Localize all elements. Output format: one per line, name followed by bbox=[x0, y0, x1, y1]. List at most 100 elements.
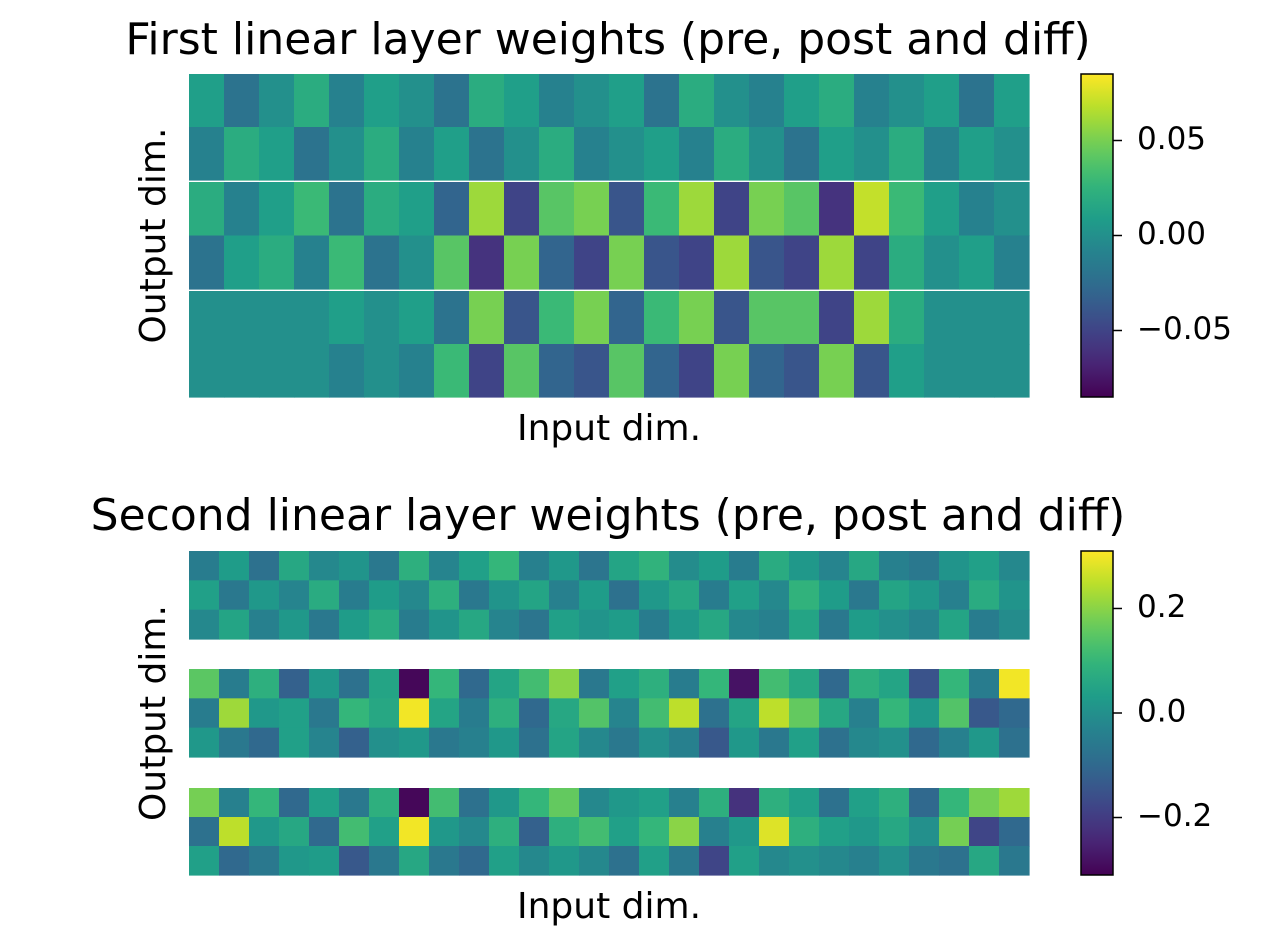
heatmap-cell bbox=[399, 788, 430, 818]
heatmap-cell bbox=[469, 291, 505, 345]
heatmap-cell bbox=[309, 698, 340, 729]
heatmap-cell bbox=[504, 127, 540, 181]
heatmap-cell bbox=[609, 291, 645, 345]
heatmap-cell bbox=[574, 182, 610, 237]
heatmap-cell bbox=[279, 788, 310, 818]
heatmap-cell bbox=[489, 727, 520, 758]
heatmap-cell bbox=[999, 846, 1030, 876]
heatmap-cell bbox=[399, 74, 435, 128]
heatmap-cell bbox=[309, 609, 340, 640]
heatmap-cell bbox=[519, 698, 550, 729]
x-axis-label: Input dim. bbox=[517, 408, 701, 449]
heatmap-cell bbox=[309, 551, 340, 581]
heatmap-cell bbox=[879, 817, 910, 847]
heatmap-cell bbox=[819, 788, 850, 818]
heatmap-cell bbox=[219, 788, 250, 818]
heatmap-cell bbox=[699, 580, 730, 611]
heatmap-cell bbox=[999, 580, 1030, 611]
heatmap-cell bbox=[924, 74, 960, 128]
heatmap-cell bbox=[489, 846, 520, 876]
heatmap-cell bbox=[249, 727, 280, 758]
heatmap-cell bbox=[339, 846, 370, 876]
heatmap-cell bbox=[669, 669, 700, 699]
chart-title: Second linear layer weights (pre, post a… bbox=[91, 490, 1126, 541]
heatmap-cell bbox=[999, 698, 1030, 729]
heatmap-cell bbox=[504, 344, 540, 398]
heatmap-cell bbox=[789, 580, 820, 611]
heatmap-cell bbox=[219, 846, 250, 876]
heatmap-cell bbox=[909, 669, 940, 699]
heatmap-cell bbox=[399, 291, 435, 345]
heatmap-cell bbox=[879, 788, 910, 818]
heatmap-cell bbox=[369, 609, 400, 640]
heatmap-cell bbox=[879, 609, 910, 640]
heatmap-cell bbox=[399, 127, 435, 181]
heatmap-cell bbox=[909, 788, 940, 818]
heatmap-cell bbox=[609, 127, 645, 181]
heatmap-cell bbox=[849, 669, 880, 699]
heatmap-cell bbox=[759, 817, 790, 847]
heatmap-cell bbox=[369, 551, 400, 581]
heatmap-cell bbox=[994, 127, 1030, 181]
heatmap-cell bbox=[549, 551, 580, 581]
heatmap-cell bbox=[644, 235, 680, 290]
heatmap-cell bbox=[969, 817, 1000, 847]
heatmap-cell bbox=[879, 551, 910, 581]
heatmap-cell bbox=[639, 817, 670, 847]
heatmap-cell bbox=[399, 609, 430, 640]
heatmap-cell bbox=[939, 817, 970, 847]
heatmap-cell bbox=[759, 551, 790, 581]
heatmap-cell bbox=[364, 182, 400, 237]
heatmap-cell bbox=[994, 182, 1030, 237]
heatmap-cell bbox=[369, 788, 400, 818]
heatmap-cell bbox=[819, 291, 855, 345]
heatmap-cell bbox=[249, 846, 280, 876]
heatmap-cell bbox=[749, 344, 785, 398]
heatmap-cell bbox=[969, 788, 1000, 818]
heatmap-cell bbox=[219, 609, 250, 640]
colorbar bbox=[1080, 73, 1114, 398]
heatmap-cell bbox=[749, 182, 785, 237]
heatmap-cell bbox=[939, 788, 970, 818]
heatmap-cell bbox=[579, 698, 610, 729]
heatmap-cell bbox=[189, 846, 220, 876]
heatmap-cell bbox=[504, 235, 540, 290]
heatmap-cell bbox=[309, 788, 340, 818]
heatmap-cell bbox=[189, 580, 220, 611]
heatmap-cell bbox=[999, 817, 1030, 847]
heatmap-cell bbox=[224, 235, 260, 290]
heatmap-cell bbox=[579, 669, 610, 699]
heatmap-cell bbox=[969, 580, 1000, 611]
heatmap-cell bbox=[434, 182, 470, 237]
heatmap-cell bbox=[339, 551, 370, 581]
heatmap-cell bbox=[429, 846, 460, 876]
heatmap-cell bbox=[189, 235, 225, 290]
heatmap-cell bbox=[549, 609, 580, 640]
heatmap-cell bbox=[644, 182, 680, 237]
heatmap-cell bbox=[579, 580, 610, 611]
heatmap-cell bbox=[434, 291, 470, 345]
heatmap-cell bbox=[994, 74, 1030, 128]
heatmap-cell bbox=[639, 609, 670, 640]
heatmap-cell bbox=[539, 182, 575, 237]
heatmap-cell bbox=[644, 127, 680, 181]
heatmap-cell bbox=[434, 235, 470, 290]
heatmap-cell bbox=[729, 551, 760, 581]
heatmap-cell bbox=[549, 669, 580, 699]
heatmap-cell bbox=[909, 698, 940, 729]
heatmap-cell bbox=[609, 551, 640, 581]
heatmap-cell bbox=[329, 182, 365, 237]
heatmap-cell bbox=[819, 817, 850, 847]
heatmap-cell bbox=[519, 669, 550, 699]
heatmap-cell bbox=[889, 235, 925, 290]
heatmap-cell bbox=[714, 182, 750, 237]
heatmap-cell bbox=[714, 344, 750, 398]
heatmap-cell bbox=[939, 551, 970, 581]
heatmap-cell bbox=[489, 551, 520, 581]
heatmap-cell bbox=[849, 551, 880, 581]
colorbar bbox=[1080, 550, 1114, 876]
heatmap-cell bbox=[994, 344, 1030, 398]
heatmap-cell bbox=[759, 727, 790, 758]
heatmap-cell bbox=[539, 74, 575, 128]
